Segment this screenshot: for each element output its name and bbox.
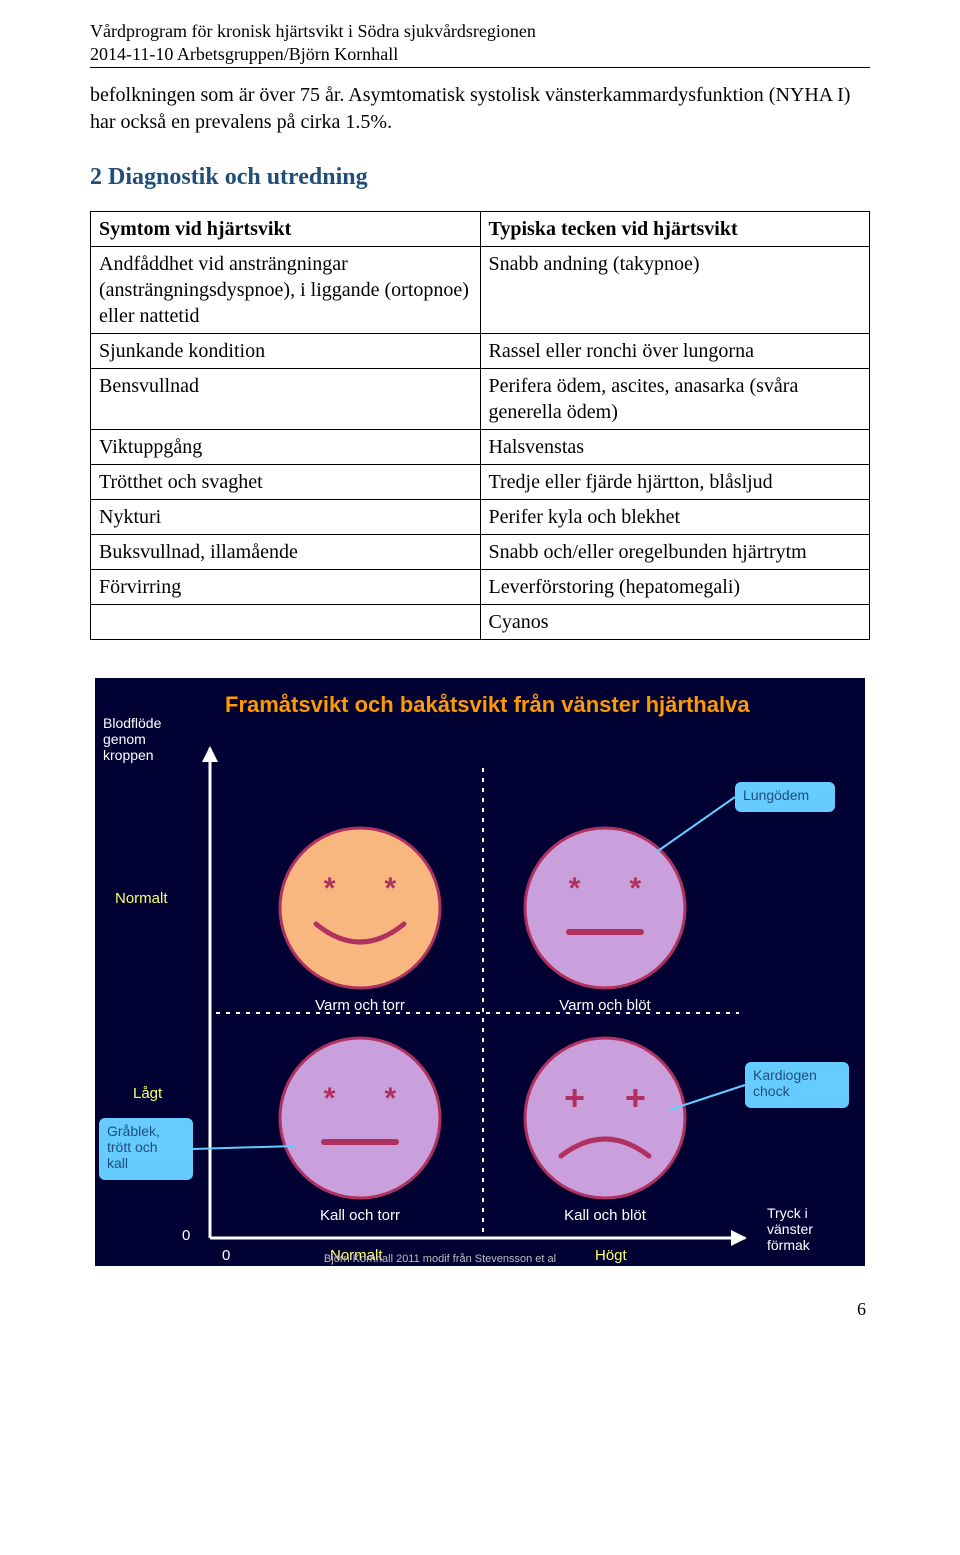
svg-text:*: * xyxy=(385,872,397,905)
doc-header: Vårdprogram för kronisk hjärtsvikt i Söd… xyxy=(90,20,870,68)
table-row: NykturiPerifer kyla och blekhet xyxy=(91,500,870,535)
svg-text:Lungödem: Lungödem xyxy=(743,787,809,803)
table-cell: Tredje eller fjärde hjärtton, blåsljud xyxy=(480,465,870,500)
table-row: FörvirringLeverförstoring (hepatomegali) xyxy=(91,570,870,605)
svg-text:Framåtsvikt och bakåtsvikt frå: Framåtsvikt och bakåtsvikt från vänster … xyxy=(225,692,750,717)
svg-text:*: * xyxy=(385,1082,397,1115)
table-cell: Rassel eller ronchi över lungorna xyxy=(480,334,870,369)
header-rule xyxy=(90,67,870,68)
table-cell: Cyanos xyxy=(480,605,870,640)
page-number: 6 xyxy=(90,1299,870,1320)
header-line-2: 2014-11-10 Arbetsgruppen/Björn Kornhall xyxy=(90,43,870,66)
table-row: Trötthet och svaghetTredje eller fjärde … xyxy=(91,465,870,500)
svg-text:Varm och blöt: Varm och blöt xyxy=(559,997,651,1014)
table-cell: Symtom vid hjärtsvikt xyxy=(91,212,481,247)
svg-text:Kall och blöt: Kall och blöt xyxy=(564,1207,647,1224)
table-row: Buksvullnad, illamåendeSnabb och/eller o… xyxy=(91,535,870,570)
table-cell: Perifera ödem, ascites, anasarka (svåra … xyxy=(480,369,870,430)
table-cell: Typiska tecken vid hjärtsvikt xyxy=(480,212,870,247)
table-row: BensvullnadPerifera ödem, ascites, anasa… xyxy=(91,369,870,430)
table-row: Cyanos xyxy=(91,605,870,640)
svg-text:Normalt: Normalt xyxy=(115,890,168,907)
table-cell: Trötthet och svaghet xyxy=(91,465,481,500)
table-cell: Snabb andning (takypnoe) xyxy=(480,247,870,334)
svg-text:Björn Kornhall 2011 modif från: Björn Kornhall 2011 modif från Stevensso… xyxy=(324,1253,556,1265)
header-line-1: Vårdprogram för kronisk hjärtsvikt i Söd… xyxy=(90,20,870,43)
svg-text:Högt: Högt xyxy=(595,1247,628,1264)
face-icon: ** xyxy=(525,828,685,988)
face-icon xyxy=(525,1038,685,1198)
intro-paragraph: befolkningen som är över 75 år. Asymtoma… xyxy=(90,82,870,136)
svg-text:*: * xyxy=(569,872,581,905)
table-row: Sjunkande konditionRassel eller ronchi ö… xyxy=(91,334,870,369)
svg-text:*: * xyxy=(630,872,642,905)
svg-text:Tryck ivänsterförmak: Tryck ivänsterförmak xyxy=(767,1205,813,1253)
table-cell: Nykturi xyxy=(91,500,481,535)
table-cell: Förvirring xyxy=(91,570,481,605)
symptom-table: Symtom vid hjärtsviktTypiska tecken vid … xyxy=(90,211,870,640)
svg-text:Varm och torr: Varm och torr xyxy=(315,997,405,1014)
table-cell: Sjunkande kondition xyxy=(91,334,481,369)
svg-text:0: 0 xyxy=(182,1227,190,1244)
table-cell: Leverförstoring (hepatomegali) xyxy=(480,570,870,605)
table-row: ViktuppgångHalsvenstas xyxy=(91,430,870,465)
table-cell: Bensvullnad xyxy=(91,369,481,430)
table-row: Andfåddhet vid ansträngningar (ansträngn… xyxy=(91,247,870,334)
table-cell: Buksvullnad, illamående xyxy=(91,535,481,570)
table-cell: Andfåddhet vid ansträngningar (ansträngn… xyxy=(91,247,481,334)
table-cell: Viktuppgång xyxy=(91,430,481,465)
table-cell: Halsvenstas xyxy=(480,430,870,465)
table-cell: Perifer kyla och blekhet xyxy=(480,500,870,535)
table-row: Symtom vid hjärtsviktTypiska tecken vid … xyxy=(91,212,870,247)
svg-text:*: * xyxy=(324,1082,336,1115)
quadrant-figure: Framåtsvikt och bakåtsvikt från vänster … xyxy=(95,678,865,1271)
table-cell xyxy=(91,605,481,640)
face-icon: ** xyxy=(280,1038,440,1198)
svg-text:Kall och torr: Kall och torr xyxy=(320,1207,400,1224)
svg-text:*: * xyxy=(324,872,336,905)
table-cell: Snabb och/eller oregelbunden hjärtrytm xyxy=(480,535,870,570)
svg-text:Lågt: Lågt xyxy=(133,1085,163,1102)
face-icon: ** xyxy=(280,828,440,988)
section-title: 2 Diagnostik och utredning xyxy=(90,164,870,191)
svg-text:0: 0 xyxy=(222,1247,230,1264)
